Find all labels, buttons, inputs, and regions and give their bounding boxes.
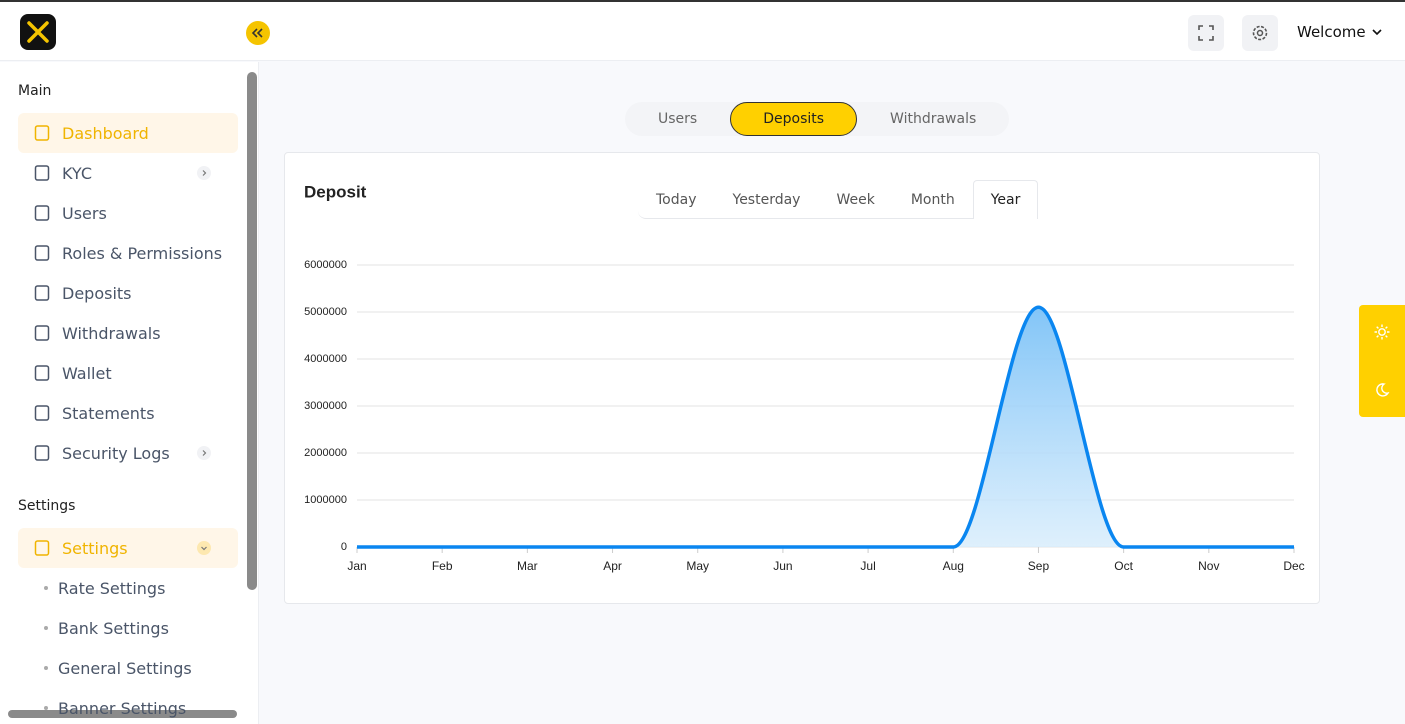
x-tick-label: Dec	[1283, 559, 1304, 573]
settings-button[interactable]	[1242, 15, 1278, 51]
period-tab[interactable]: Yesterday	[732, 192, 801, 208]
nav-item[interactable]: Security Logs	[18, 433, 238, 473]
period-tab[interactable]: Year	[972, 180, 1039, 219]
period-tabs: Today Yesterday Week Month Year	[638, 180, 1039, 219]
light-mode-button[interactable]	[1374, 324, 1390, 340]
nav-label: Users	[62, 203, 107, 223]
nav-item[interactable]: Withdrawals	[18, 313, 238, 353]
sidebar: Main Dashboard KYC Users Roles & Permissions…	[0, 62, 259, 724]
icon	[34, 405, 50, 421]
x-tick-label: Aug	[943, 559, 964, 573]
x-tick-label: Jun	[773, 559, 792, 573]
icon	[34, 325, 50, 341]
welcome-menu[interactable]: Welcome	[1297, 23, 1384, 41]
sub-nav-item[interactable]: General Settings	[44, 648, 192, 688]
sub-nav-item[interactable]: Bank Settings	[44, 608, 169, 648]
welcome-text: Welcome	[1297, 23, 1366, 41]
nav-label: Statements	[62, 403, 155, 423]
tab-group: Users Deposits Withdrawals	[625, 102, 1010, 136]
nav-label: Dashboard	[62, 123, 149, 143]
chevron	[197, 166, 211, 180]
x-tick-label: Mar	[517, 559, 538, 573]
icon	[34, 245, 50, 261]
icon	[34, 540, 50, 556]
x-tick-label: Nov	[1198, 559, 1219, 573]
area	[357, 307, 1294, 547]
tab[interactable]: Deposits	[730, 102, 858, 136]
nav-label: Security Logs	[62, 443, 170, 463]
nav-label: Roles & Permissions	[62, 243, 223, 263]
nav-item[interactable]: Roles & Permissions	[18, 233, 238, 273]
y-tick-label: 4000000	[304, 353, 347, 365]
dark-mode-button[interactable]	[1374, 382, 1390, 398]
nav-label: Settings	[62, 538, 128, 558]
nav-label: Withdrawals	[62, 323, 161, 343]
nav-item[interactable]: Wallet	[18, 353, 238, 393]
scrollbar[interactable]	[247, 72, 257, 590]
period-tab[interactable]: Month	[910, 192, 955, 208]
top-bar: Welcome	[0, 0, 1405, 61]
x-tick-label: Oct	[1114, 559, 1133, 573]
x-tick-label: May	[686, 559, 709, 573]
chevron	[1372, 29, 1382, 36]
icon	[34, 205, 50, 221]
logo[interactable]	[20, 14, 56, 50]
section-heading: Main	[18, 83, 52, 99]
chart-card	[284, 152, 1320, 604]
sub-nav-item[interactable]: Rate Settings	[44, 568, 165, 608]
collapse-button[interactable]	[245, 20, 271, 46]
nav-label: KYC	[62, 163, 92, 183]
nav-label: Wallet	[62, 363, 112, 383]
icon	[34, 365, 50, 381]
icon	[34, 125, 50, 141]
y-tick-label: 1000000	[304, 494, 347, 506]
chart-title: Deposit	[304, 182, 367, 201]
y-tick-label: 3000000	[304, 400, 347, 412]
fullscreen-button[interactable]	[1188, 15, 1224, 51]
sub-nav-item[interactable]: Banner Settings	[44, 688, 186, 724]
x-tick-label: Sep	[1028, 559, 1050, 573]
nav-item[interactable]: Users	[18, 193, 238, 233]
tab[interactable]: Users	[658, 111, 698, 127]
tab[interactable]: Withdrawals	[890, 111, 977, 127]
x-tick-label: Apr	[603, 559, 622, 573]
x-tick-label: Jan	[347, 559, 366, 573]
nav-item[interactable]: KYC	[18, 153, 238, 193]
theme-toggle	[1359, 305, 1405, 417]
section-heading: Settings	[18, 498, 76, 514]
icon	[34, 165, 50, 181]
y-tick-label: 2000000	[304, 447, 347, 459]
chart: Deposit 0 1000000 2000000 3000000 4000000 500…	[304, 182, 1305, 573]
nav-item[interactable]: Dashboard	[18, 113, 238, 153]
nav-item[interactable]: Settings	[18, 528, 238, 568]
x-tick-label: Jul	[860, 559, 875, 573]
nav-item[interactable]: Statements	[18, 393, 238, 433]
nav-item[interactable]: Deposits	[18, 273, 238, 313]
period-tab[interactable]: Today	[656, 192, 697, 208]
chevron	[197, 446, 211, 460]
y-tick-label: 0	[341, 541, 347, 553]
icon	[34, 285, 50, 301]
nav-label: Deposits	[62, 283, 132, 303]
y-tick-label: 5000000	[304, 306, 347, 318]
line	[356, 305, 1294, 549]
period-tab[interactable]: Week	[836, 192, 875, 208]
chevron	[197, 541, 211, 555]
icon	[34, 445, 50, 461]
x-tick-label: Feb	[432, 559, 453, 573]
y-tick-label: 6000000	[304, 259, 347, 271]
